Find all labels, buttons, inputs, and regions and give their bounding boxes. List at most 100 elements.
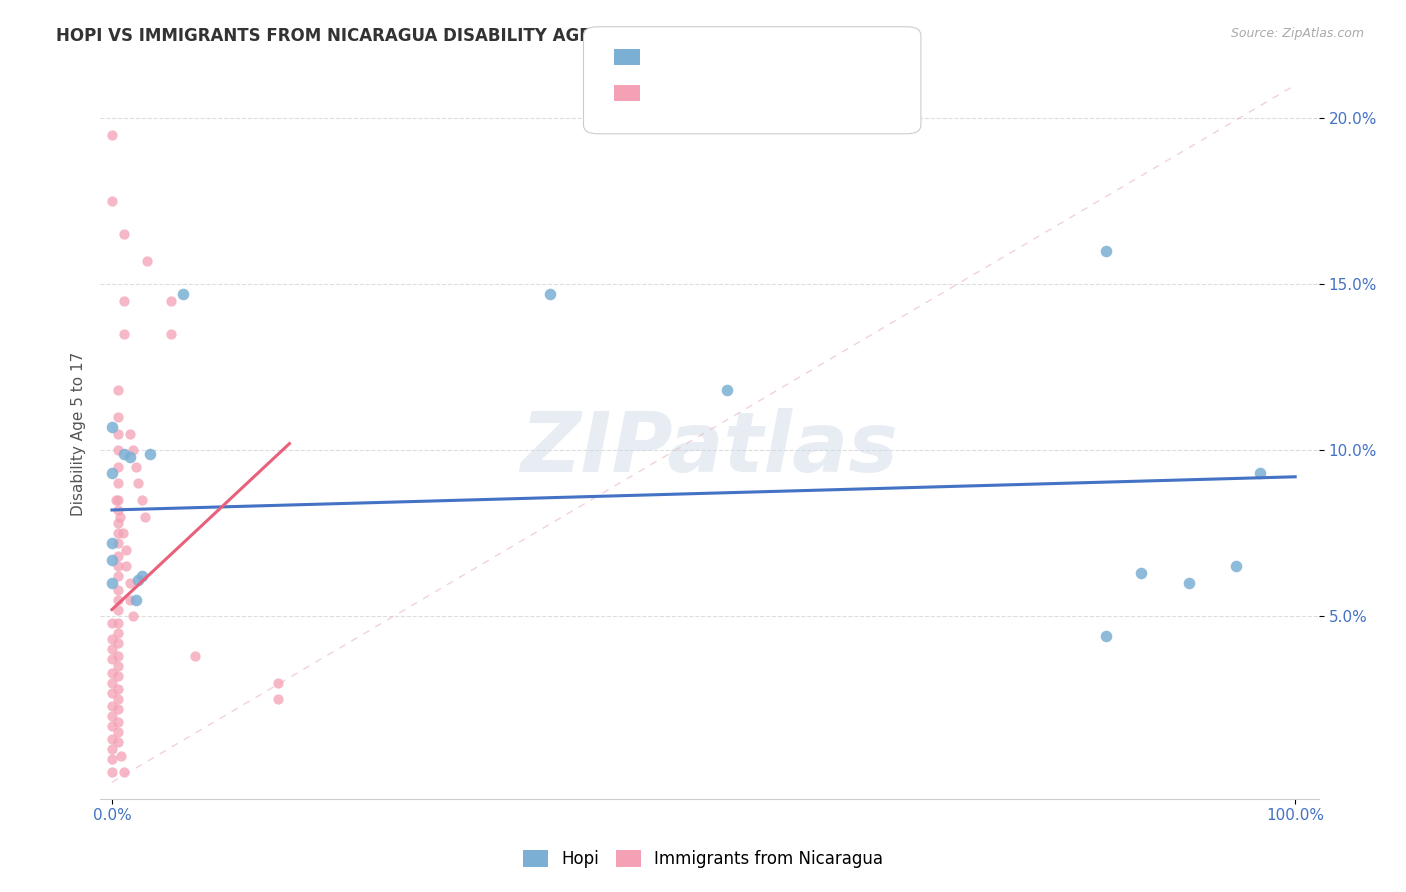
Point [107,682,129,697]
Point [107,636,129,650]
Text: Source: ZipAtlas.com: Source: ZipAtlas.com [1230,27,1364,40]
Point [124,459,146,474]
Text: N =: N = [740,95,773,111]
Point [266,692,288,706]
Point [131,569,153,583]
Point [101,128,124,142]
Point [101,615,124,630]
Point [107,516,129,531]
Point [160,293,183,308]
Point [107,443,129,458]
Point [101,576,124,591]
Point [127,476,149,491]
Point [1249,467,1271,481]
Point [101,553,124,567]
Point [107,493,129,508]
Point [107,725,129,739]
Point [538,287,561,301]
Point [104,493,127,508]
Point [107,582,129,597]
Point [101,194,124,209]
Point [107,384,129,398]
Point [107,715,129,730]
Point [107,569,129,583]
Point [107,459,129,474]
Point [1225,559,1247,574]
Point [107,648,129,663]
Point [160,327,183,342]
Point [1130,566,1153,580]
Point [101,467,124,481]
Point [107,735,129,749]
Point [118,576,141,591]
Point [101,698,124,713]
Point [110,748,132,763]
Legend: Hopi, Immigrants from Nicaragua: Hopi, Immigrants from Nicaragua [516,843,890,875]
Point [107,702,129,716]
Text: 0.159: 0.159 [683,60,731,75]
Point [122,443,145,458]
Point [107,503,129,517]
Point [1177,576,1199,591]
Point [107,615,129,630]
Point [101,642,124,657]
Point [112,293,135,308]
Point [101,652,124,666]
Point [112,446,135,460]
Text: ZIPatlas: ZIPatlas [520,408,898,489]
Point [107,669,129,683]
Point [107,659,129,673]
Point [107,625,129,640]
Text: 0.203: 0.203 [683,95,731,111]
Point [107,426,129,441]
Point [136,254,159,268]
Text: HOPI VS IMMIGRANTS FROM NICARAGUA DISABILITY AGE 5 TO 17 CORRELATION CHART: HOPI VS IMMIGRANTS FROM NICARAGUA DISABI… [56,27,873,45]
Text: N =: N = [740,60,773,75]
Point [1095,244,1118,258]
Point [101,742,124,756]
Point [101,765,124,780]
Point [107,559,129,574]
Point [118,450,141,464]
Point [115,542,138,557]
Point [101,632,124,647]
Point [172,287,194,301]
Point [1095,629,1118,643]
Point [184,648,207,663]
Point [107,592,129,607]
Point [101,719,124,733]
Text: 72: 72 [775,95,796,111]
Point [107,476,129,491]
Point [112,765,135,780]
Point [101,708,124,723]
Point [101,420,124,434]
Point [112,327,135,342]
Point [101,536,124,550]
Point [139,446,162,460]
Point [107,410,129,425]
Point [131,493,153,508]
Point [111,526,134,541]
Point [122,609,145,624]
Point [101,665,124,680]
Text: R =: R = [648,60,682,75]
Point [112,227,135,242]
Point [124,592,146,607]
Text: 20: 20 [775,60,796,75]
Point [101,685,124,699]
Y-axis label: Disability Age 5 to 17: Disability Age 5 to 17 [72,351,86,516]
Point [134,509,156,524]
Point [107,536,129,550]
Point [118,592,141,607]
Point [118,426,141,441]
Point [107,526,129,541]
Point [101,675,124,690]
Point [127,573,149,587]
Point [110,509,132,524]
Text: R =: R = [648,95,682,111]
Point [107,602,129,616]
Point [107,692,129,706]
Point [107,549,129,564]
Point [266,675,288,690]
Point [716,384,738,398]
